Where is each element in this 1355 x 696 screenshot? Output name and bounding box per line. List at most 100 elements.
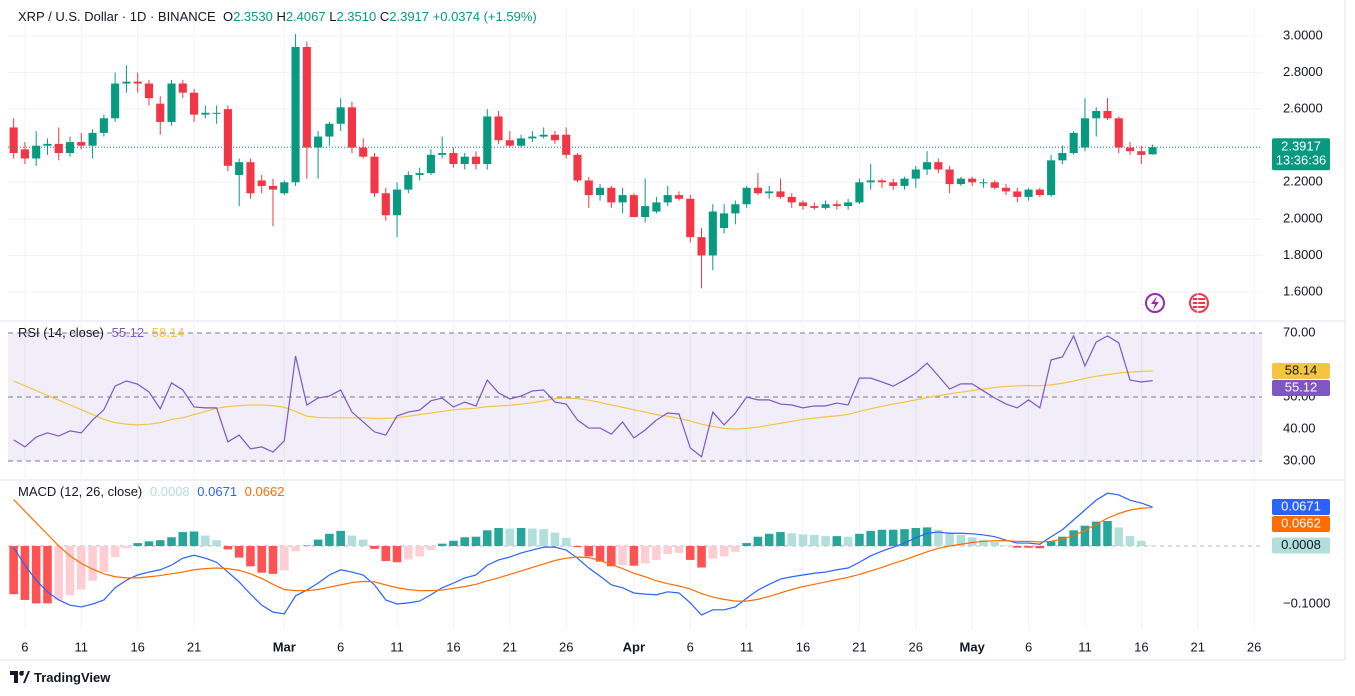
candle-body xyxy=(43,143,52,146)
histogram-bar xyxy=(1058,536,1067,546)
histogram-bar xyxy=(652,545,661,560)
x-tick-label: 6 xyxy=(21,639,28,654)
histogram-bar xyxy=(607,545,616,567)
histogram-bar xyxy=(595,545,605,562)
histogram-bar xyxy=(539,529,548,546)
candle-body xyxy=(945,169,954,185)
macd-line xyxy=(13,499,1153,602)
candle-body xyxy=(1103,110,1112,119)
flag-icon[interactable] xyxy=(1189,293,1209,313)
candle-body xyxy=(889,182,898,186)
histogram-bar xyxy=(1069,530,1078,546)
candle-body xyxy=(1069,132,1078,154)
histogram-bar xyxy=(979,539,988,546)
candle-body xyxy=(844,202,853,207)
histogram-bar xyxy=(866,530,875,546)
candle-body xyxy=(765,191,774,194)
histogram-bar xyxy=(787,533,797,546)
histogram-bar xyxy=(257,545,267,573)
candle-body xyxy=(1114,118,1123,148)
candle-body xyxy=(257,180,266,186)
legend-value: 55.12 xyxy=(111,325,145,340)
candle-body xyxy=(212,112,221,114)
x-tick-label: May xyxy=(960,639,986,654)
candle-body xyxy=(99,118,108,133)
x-tick-label: 21 xyxy=(852,639,866,654)
histogram-bar xyxy=(764,533,774,546)
histogram-bar xyxy=(1114,527,1124,546)
indicator-title: RSI (14, close) xyxy=(18,325,104,340)
legend-value: 0.0008 xyxy=(149,484,190,499)
candle-body xyxy=(1047,160,1056,196)
histogram-bar xyxy=(65,545,75,596)
histogram-bar xyxy=(911,527,921,546)
candle-body xyxy=(471,156,481,164)
histogram-bar xyxy=(99,545,109,573)
candle-body xyxy=(1058,153,1067,161)
histogram-bar xyxy=(20,545,30,600)
x-tick-label: 21 xyxy=(187,639,201,654)
histogram-bar xyxy=(246,545,255,567)
histogram-bar xyxy=(956,534,966,546)
value-tag xyxy=(1272,499,1330,516)
value-tag-label: 0.0662 xyxy=(1281,515,1321,530)
y-tick-label: 40.00 xyxy=(1283,420,1316,435)
candle-body xyxy=(934,162,943,170)
candle-body xyxy=(246,162,255,194)
histogram-bar xyxy=(110,545,120,558)
candle-body xyxy=(156,103,165,122)
histogram-bar xyxy=(494,527,503,546)
histogram-bar xyxy=(54,545,64,600)
candle-body xyxy=(517,138,526,146)
histogram-bar xyxy=(1091,521,1101,546)
candle-body xyxy=(731,204,740,214)
histogram-bar xyxy=(392,545,402,563)
candle-body xyxy=(381,193,390,216)
value-tag-label: 55.12 xyxy=(1285,379,1318,394)
histogram-bar xyxy=(1046,541,1056,546)
countdown: 13:36:36 xyxy=(1276,153,1327,168)
histogram-bar xyxy=(234,545,244,558)
histogram-bar xyxy=(888,529,898,546)
candle-body xyxy=(20,149,29,159)
candle-body xyxy=(742,187,751,205)
x-tick-label: Mar xyxy=(273,639,296,654)
histogram-bar xyxy=(426,545,436,551)
candle-body xyxy=(550,134,559,141)
macd-line xyxy=(13,492,1153,616)
histogram-bar xyxy=(77,545,86,590)
x-tick-label: 21 xyxy=(1190,639,1204,654)
flash-icon[interactable] xyxy=(1145,293,1165,313)
candle-body xyxy=(584,180,593,196)
histogram-bar xyxy=(640,545,650,564)
histogram-bar xyxy=(528,528,537,546)
candle-body xyxy=(810,206,819,208)
histogram-bar xyxy=(167,537,176,546)
y-tick-label: 3.0000 xyxy=(1283,27,1323,42)
value-tag-label: 0.0008 xyxy=(1281,537,1321,552)
y-tick-label: 70.00 xyxy=(1283,324,1316,339)
legend-value: 0.0662 xyxy=(244,484,285,499)
candle-body xyxy=(776,191,785,197)
ohlc-value: 2.3510 xyxy=(336,9,377,24)
candle-body xyxy=(923,162,932,170)
brand[interactable]: TradingView xyxy=(10,670,110,685)
histogram-bar xyxy=(922,527,932,546)
histogram-bar xyxy=(663,545,672,555)
candle-body xyxy=(629,195,638,218)
candle-body xyxy=(562,134,571,155)
candle-body xyxy=(832,204,841,207)
candle-body xyxy=(855,182,864,203)
histogram-bar xyxy=(843,536,853,546)
symbol: XRP / U.S. Dollar · 1D · BINANCE xyxy=(18,9,216,24)
candle-body xyxy=(641,206,650,218)
histogram-bar xyxy=(573,545,582,548)
histogram-bar xyxy=(313,539,323,546)
candle-body xyxy=(979,182,988,184)
candle-body xyxy=(483,116,492,164)
rsi-line xyxy=(13,370,1153,430)
candle-body xyxy=(460,156,469,164)
x-tick-label: 26 xyxy=(559,639,573,654)
candle-body xyxy=(88,132,97,146)
